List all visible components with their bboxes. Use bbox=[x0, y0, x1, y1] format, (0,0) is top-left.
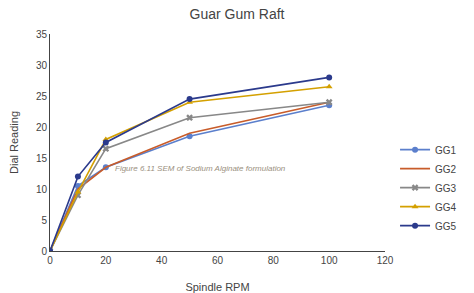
svg-text:GG2: GG2 bbox=[435, 164, 457, 175]
svg-text:5: 5 bbox=[41, 215, 47, 226]
svg-text:Figure 6.11 SEM of Sodium Algi: Figure 6.11 SEM of Sodium Alginate formu… bbox=[115, 164, 286, 173]
svg-text:10: 10 bbox=[36, 184, 48, 195]
svg-text:20: 20 bbox=[100, 255, 112, 266]
svg-text:40: 40 bbox=[156, 255, 168, 266]
svg-text:100: 100 bbox=[321, 255, 338, 266]
svg-text:25: 25 bbox=[36, 91, 48, 102]
svg-text:GG1: GG1 bbox=[435, 145, 457, 156]
svg-text:0: 0 bbox=[47, 255, 53, 266]
svg-text:80: 80 bbox=[268, 255, 280, 266]
svg-text:30: 30 bbox=[36, 60, 48, 71]
svg-text:Dial Reading: Dial Reading bbox=[8, 111, 20, 174]
svg-text:GG4: GG4 bbox=[435, 202, 457, 213]
svg-text:60: 60 bbox=[212, 255, 224, 266]
svg-text:Guar Gum Raft: Guar Gum Raft bbox=[190, 6, 285, 22]
svg-text:20: 20 bbox=[36, 122, 48, 133]
svg-text:GG3: GG3 bbox=[435, 183, 457, 194]
svg-text:35: 35 bbox=[36, 29, 48, 40]
svg-text:0: 0 bbox=[41, 246, 47, 257]
svg-text:120: 120 bbox=[377, 255, 394, 266]
svg-text:15: 15 bbox=[36, 153, 48, 164]
svg-text:GG5: GG5 bbox=[435, 221, 457, 232]
svg-text:Spindle RPM: Spindle RPM bbox=[185, 281, 249, 293]
